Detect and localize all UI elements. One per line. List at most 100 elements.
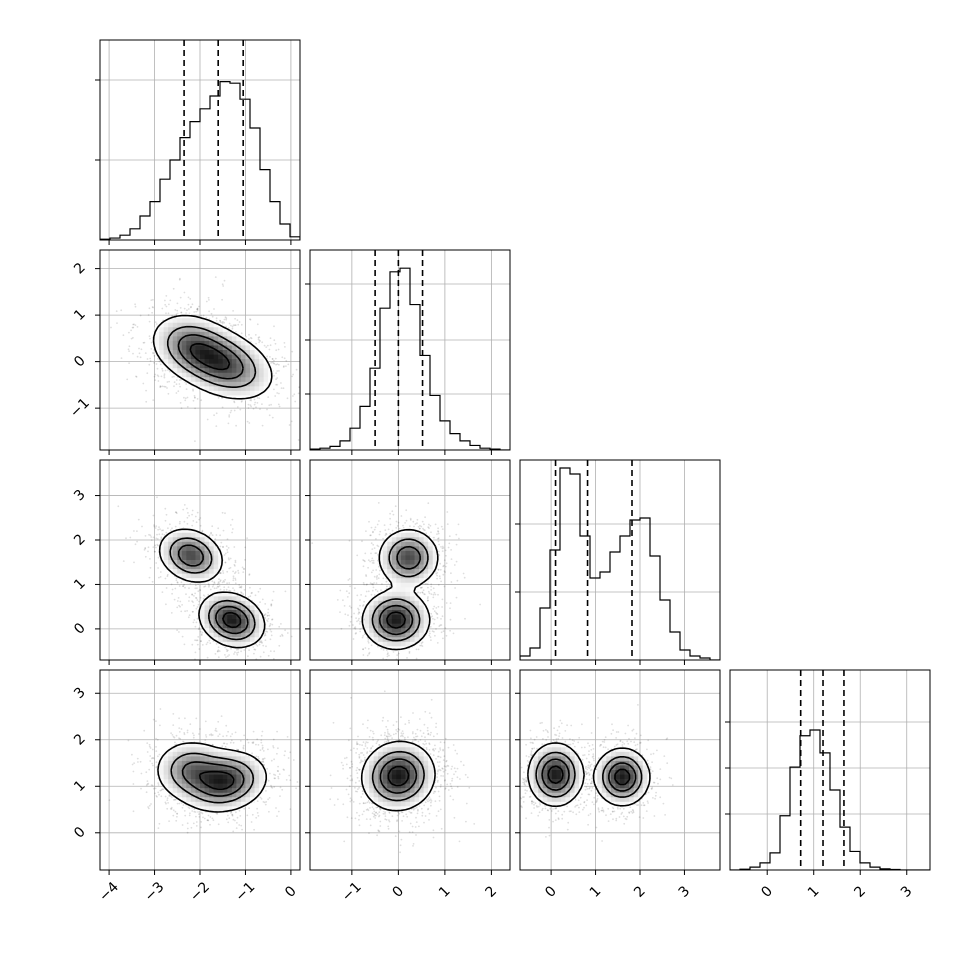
density-cell: [190, 578, 196, 584]
scatter-point: [282, 366, 285, 368]
scatter-point: [223, 321, 226, 324]
density-cell: [218, 605, 224, 611]
scatter-point: [439, 577, 441, 580]
scatter-point: [370, 534, 372, 537]
scatter-point: [145, 400, 148, 403]
scatter-point: [219, 321, 222, 324]
scatter-point: [178, 278, 181, 281]
density-cell: [186, 336, 192, 342]
scatter-point: [143, 341, 146, 344]
scatter-point: [253, 398, 256, 401]
scatter-point: [440, 525, 443, 528]
scatter-point: [144, 547, 147, 550]
density-cell: [168, 318, 174, 324]
scatter-point: [225, 656, 227, 658]
scatter-point: [179, 520, 181, 523]
scatter-point: [373, 594, 376, 596]
density-cell: [209, 331, 215, 337]
scatter-point: [376, 523, 379, 526]
scatter-point: [363, 619, 365, 621]
scatter-point: [247, 407, 250, 409]
density-cell: [364, 628, 370, 634]
density-cell: [159, 345, 165, 351]
scatter-point: [370, 526, 373, 529]
scatter-point: [188, 600, 190, 602]
scatter-point: [185, 383, 188, 385]
scatter-point: [426, 583, 429, 585]
scatter-point: [194, 407, 197, 410]
density-cell: [186, 528, 192, 534]
scatter-point: [224, 646, 227, 649]
scatter-point: [132, 323, 135, 326]
scatter-point: [349, 585, 351, 588]
scatter-point: [187, 308, 190, 310]
scatter-point: [437, 532, 440, 535]
scatter-point: [247, 403, 250, 406]
scatter-point: [166, 575, 169, 578]
density-cell: [382, 632, 388, 638]
scatter-point: [163, 385, 166, 388]
density-cell: [218, 619, 224, 625]
scatter-point: [155, 323, 158, 325]
scatter-point: [147, 550, 149, 553]
density-cell: [382, 605, 388, 611]
density-cell: [378, 555, 384, 561]
scatter-point: [362, 635, 364, 637]
density-cell: [163, 336, 169, 342]
scatter-point: [196, 587, 198, 590]
scatter-point: [281, 633, 283, 636]
scatter-point: [347, 579, 350, 581]
scatter-point: [389, 585, 391, 587]
scatter-point: [433, 605, 436, 608]
scatter-point: [234, 577, 237, 580]
scatter-point: [348, 592, 351, 595]
scatter-point: [222, 529, 225, 532]
scatter-point: [161, 529, 163, 532]
scatter-point: [231, 531, 234, 534]
density-cell: [195, 381, 201, 387]
density-cell: [231, 614, 237, 620]
pair-0-frame: [99, 249, 301, 451]
density-cell: [250, 390, 255, 396]
scatter-point: [443, 559, 446, 562]
scatter-point: [249, 595, 252, 598]
scatter-point: [233, 409, 236, 412]
density-cell: [200, 614, 205, 620]
scatter-point: [428, 527, 430, 529]
density-cell: [190, 359, 196, 365]
density-cell: [218, 600, 224, 606]
scatter-point: [427, 590, 430, 593]
density-cell: [181, 322, 187, 328]
scatter-point: [232, 324, 235, 327]
density-cell: [373, 637, 379, 643]
density-cell: [181, 569, 187, 575]
scatter-point: [396, 654, 399, 656]
scatter-point: [413, 525, 415, 528]
scatter-point: [236, 652, 238, 654]
scatter-point: [420, 642, 423, 645]
scatter-point: [200, 399, 203, 402]
scatter-point: [362, 582, 365, 584]
scatter-point: [208, 584, 211, 587]
scatter-point: [221, 283, 224, 286]
scatter-point: [150, 536, 153, 538]
scatter-point: [381, 583, 383, 585]
scatter-point: [253, 648, 256, 651]
scatter-point: [120, 357, 123, 359]
scatter-point: [277, 403, 280, 406]
density-cell: [159, 546, 165, 552]
scatter-point: [135, 376, 138, 378]
scatter-point: [263, 634, 266, 637]
density-cell: [190, 560, 196, 565]
scatter-point: [404, 522, 406, 524]
density-cell: [200, 610, 205, 615]
scatter-point: [254, 662, 256, 664]
hist-3-steps: [730, 729, 930, 870]
scatter-point: [273, 339, 276, 342]
density-cell: [172, 550, 178, 556]
density-cell: [159, 350, 165, 355]
scatter-point: [372, 562, 375, 564]
scatter-point: [389, 517, 391, 520]
scatter-point: [192, 621, 195, 624]
